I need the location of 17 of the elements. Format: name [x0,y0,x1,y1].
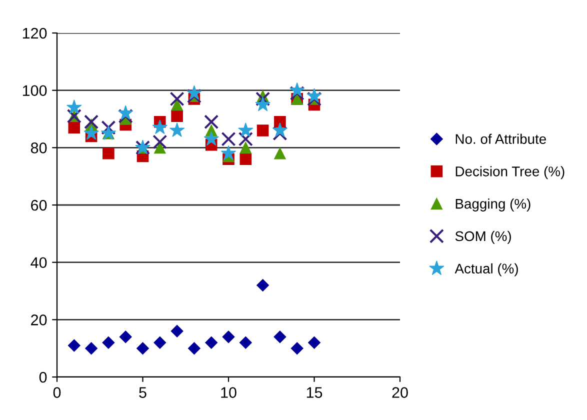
y-tick-label: 0 [39,372,47,383]
legend-label: Bagging (%) [456,198,530,212]
x-tick-label: 10 [221,387,236,398]
y-tick-label: 120 [22,28,47,39]
y-tick-label: 80 [30,142,47,154]
x-tick-label: 5 [139,387,146,398]
legend-label: Actual (%) [454,263,518,276]
legend-label: No. of Attribute [456,134,546,144]
legend-label: Decision Tree (%) [456,166,564,180]
x-tick-label: 20 [392,387,408,398]
x-tick-label: 15 [306,387,322,398]
x-tick-label: 0 [53,387,61,398]
y-tick-label: 60 [31,200,47,211]
legend-label: SOM (%) [455,230,511,244]
y-tick-label: 40 [30,257,47,268]
y-tick-label: 20 [31,314,47,326]
y-tick-label: 100 [22,85,47,96]
